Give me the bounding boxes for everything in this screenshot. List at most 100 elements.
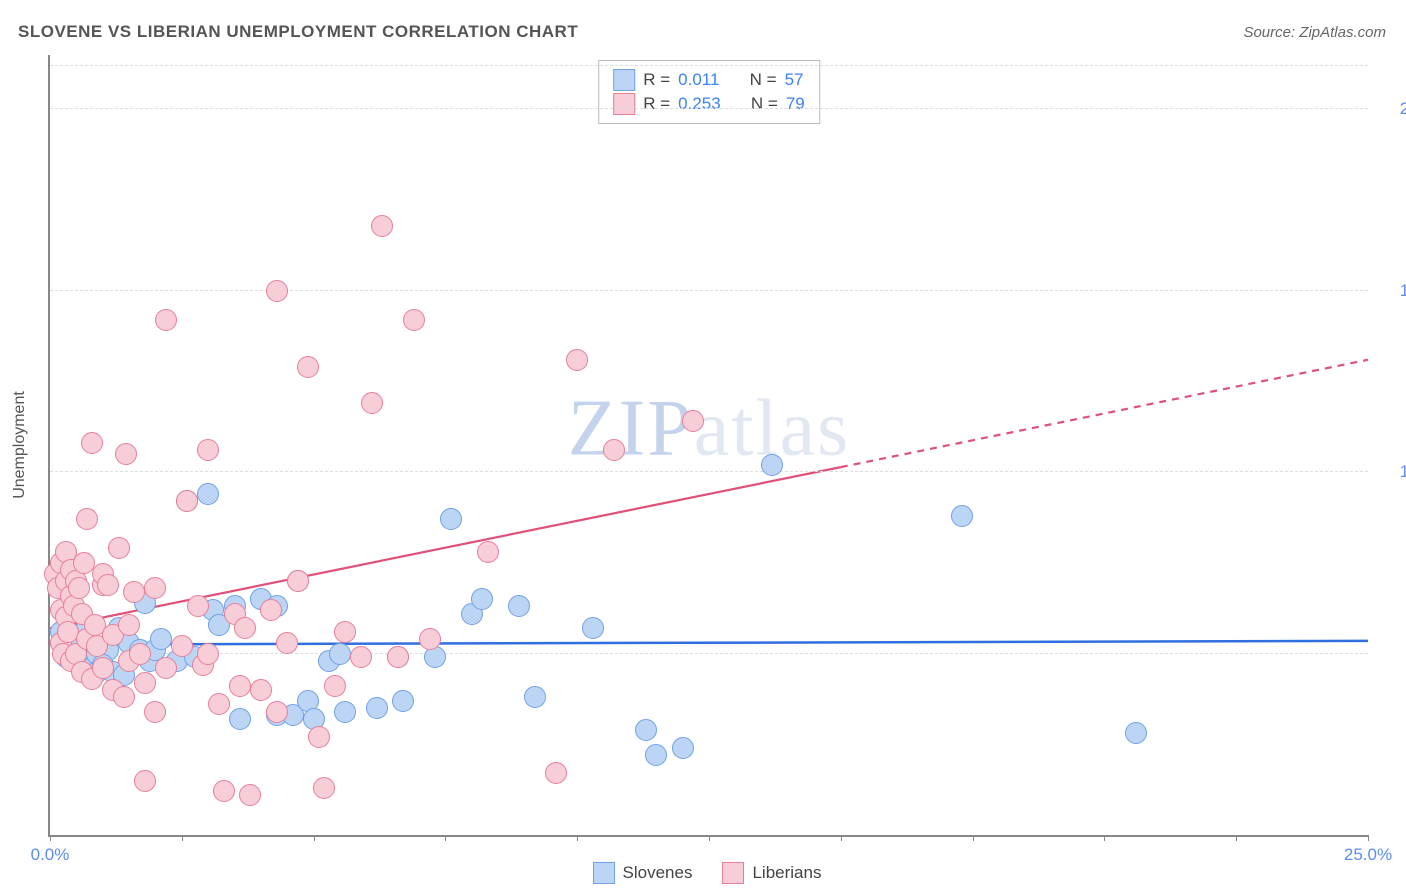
n-value: 57 [785, 70, 804, 90]
data-point-liberians [208, 693, 230, 715]
r-value: 0.011 [678, 70, 719, 90]
scatter-plot: Unemployment ZIPatlas R = 0.011 N = 57R … [48, 55, 1368, 837]
data-point-liberians [250, 679, 272, 701]
data-point-liberians [234, 617, 256, 639]
x-tick [314, 835, 315, 841]
x-tick [445, 835, 446, 841]
r-value: 0.253 [678, 94, 721, 114]
data-point-liberians [361, 392, 383, 414]
x-tick [1368, 835, 1369, 841]
data-point-liberians [213, 780, 235, 802]
data-point-liberians [68, 577, 90, 599]
grid-line [50, 653, 1368, 654]
legend-swatch [593, 862, 615, 884]
data-point-liberians [197, 643, 219, 665]
data-point-liberians [197, 439, 219, 461]
data-point-liberians [403, 309, 425, 331]
data-point-slovenes [440, 508, 462, 530]
data-point-liberians [97, 574, 119, 596]
legend-swatch [722, 862, 744, 884]
data-point-liberians [266, 280, 288, 302]
data-point-liberians [239, 784, 261, 806]
data-point-slovenes [672, 737, 694, 759]
data-point-slovenes [582, 617, 604, 639]
grid-line [50, 290, 1368, 291]
data-point-liberians [92, 657, 114, 679]
data-point-liberians [176, 490, 198, 512]
data-point-liberians [134, 672, 156, 694]
data-point-slovenes [471, 588, 493, 610]
y-axis-title: Unemployment [11, 391, 29, 499]
legend-label: Slovenes [623, 863, 693, 883]
data-point-slovenes [508, 595, 530, 617]
data-point-slovenes [150, 628, 172, 650]
data-point-liberians [545, 762, 567, 784]
data-point-liberians [144, 701, 166, 723]
trend-line-slovenes [50, 641, 1368, 645]
x-tick [973, 835, 974, 841]
r-label: R = [643, 70, 670, 90]
data-point-liberians [334, 621, 356, 643]
legend-swatch [613, 93, 635, 115]
data-point-liberians [108, 537, 130, 559]
data-point-liberians [276, 632, 298, 654]
data-point-liberians [171, 635, 193, 657]
data-point-slovenes [229, 708, 251, 730]
series-legend: Slovenes Liberians [48, 862, 1366, 884]
y-tick-label: 15.0% [1378, 281, 1406, 301]
data-point-slovenes [951, 505, 973, 527]
data-point-slovenes [329, 643, 351, 665]
data-point-slovenes [392, 690, 414, 712]
data-point-liberians [297, 356, 319, 378]
data-point-liberians [134, 770, 156, 792]
data-point-slovenes [645, 744, 667, 766]
grid-line [50, 108, 1368, 109]
stats-legend-row: R = 0.253 N = 79 [613, 93, 805, 115]
data-point-slovenes [334, 701, 356, 723]
y-tick-label: 10.0% [1378, 462, 1406, 482]
data-point-liberians [682, 410, 704, 432]
n-label: N = [751, 94, 778, 114]
data-point-liberians [115, 443, 137, 465]
data-point-liberians [129, 643, 151, 665]
x-tick [577, 835, 578, 841]
source-label: Source: ZipAtlas.com [1243, 24, 1386, 41]
x-tick [182, 835, 183, 841]
data-point-slovenes [1125, 722, 1147, 744]
data-point-liberians [113, 686, 135, 708]
data-point-slovenes [524, 686, 546, 708]
data-point-liberians [187, 595, 209, 617]
legend-item: Liberians [722, 862, 821, 884]
data-point-liberians [155, 657, 177, 679]
stats-legend: R = 0.011 N = 57R = 0.253 N = 79 [598, 60, 820, 124]
data-point-liberians [313, 777, 335, 799]
data-point-liberians [287, 570, 309, 592]
data-point-slovenes [197, 483, 219, 505]
legend-label: Liberians [752, 863, 821, 883]
data-point-liberians [260, 599, 282, 621]
x-tick [1104, 835, 1105, 841]
watermark: ZIPatlas [568, 384, 851, 475]
legend-swatch [613, 69, 635, 91]
grid-line [50, 65, 1368, 66]
n-label: N = [750, 70, 777, 90]
data-point-liberians [118, 614, 140, 636]
data-point-liberians [566, 349, 588, 371]
data-point-liberians [308, 726, 330, 748]
stats-legend-row: R = 0.011 N = 57 [613, 69, 805, 91]
legend-item: Slovenes [593, 862, 693, 884]
data-point-liberians [477, 541, 499, 563]
r-label: R = [643, 94, 670, 114]
data-point-slovenes [635, 719, 657, 741]
data-point-liberians [123, 581, 145, 603]
trend-line-liberians [841, 360, 1368, 467]
x-tick [1236, 835, 1237, 841]
data-point-liberians [324, 675, 346, 697]
data-point-liberians [387, 646, 409, 668]
data-point-liberians [76, 508, 98, 530]
data-point-liberians [229, 675, 251, 697]
trend-line-liberians [50, 467, 841, 628]
data-point-liberians [603, 439, 625, 461]
chart-title: SLOVENE VS LIBERIAN UNEMPLOYMENT CORRELA… [18, 22, 578, 42]
data-point-liberians [144, 577, 166, 599]
